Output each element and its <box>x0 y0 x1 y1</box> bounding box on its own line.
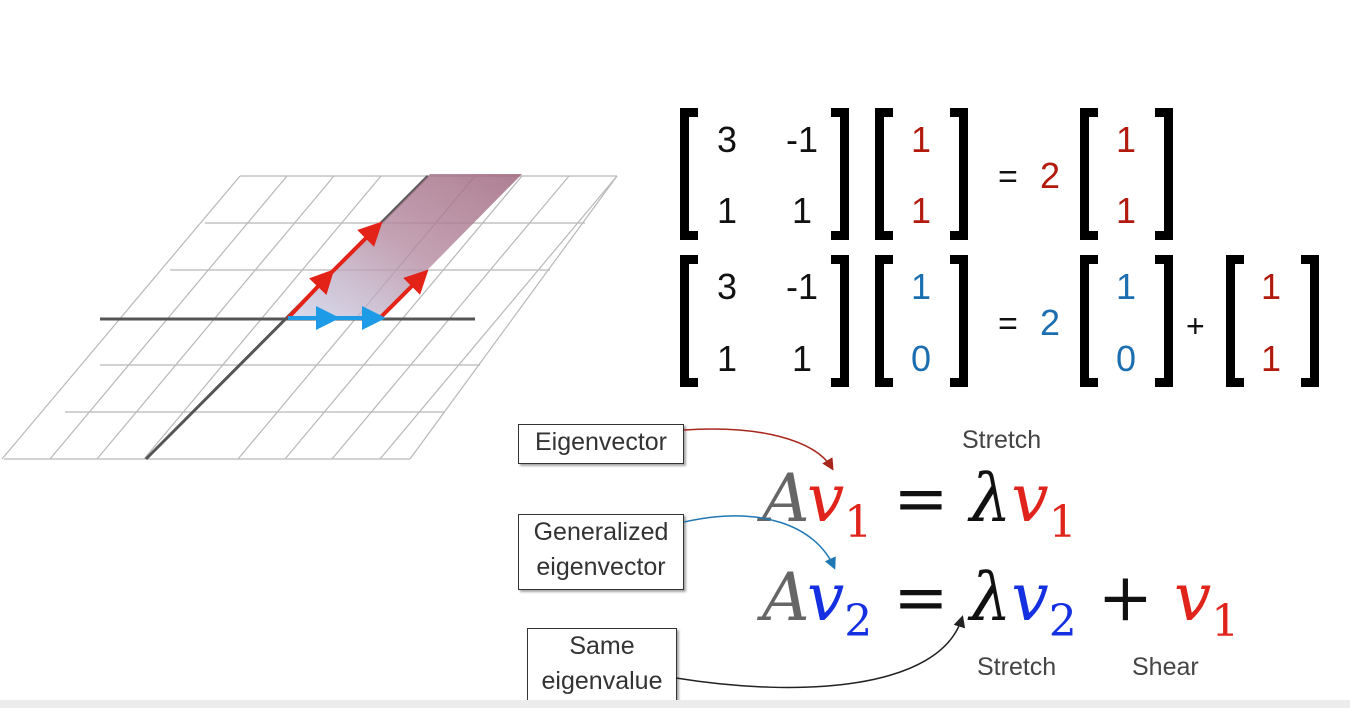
eq2-v1: v1 <box>1174 559 1240 647</box>
matrix-a12: -1 <box>785 119 818 160</box>
result-top: 1 <box>1115 266 1137 307</box>
scalar: 2 <box>1040 302 1061 343</box>
shear-label: Shear <box>1132 653 1199 681</box>
vector-right-bracket <box>950 255 968 387</box>
stretch-label-top: Stretch <box>962 426 1042 454</box>
matrix-a12: -1 <box>785 266 818 307</box>
scalar: 2 <box>1040 155 1061 196</box>
matrix-a22: 1 <box>791 338 813 379</box>
eq1-equals: = <box>893 460 949 537</box>
generalized-connector <box>683 515 836 570</box>
vector-bottom: 0 <box>910 338 932 379</box>
result-right-bracket <box>1155 255 1173 387</box>
eq2-equals: = <box>893 559 949 636</box>
vector-left-bracket <box>875 108 893 240</box>
result-left-bracket <box>1080 108 1098 240</box>
matrix-left-bracket <box>680 108 698 240</box>
eigenvector-label-text: Eigenvector <box>534 428 668 456</box>
extra-left-bracket <box>1226 255 1244 387</box>
eigen-equation-1: Av1 = λv1 <box>762 464 1077 545</box>
generalized-eigenvector-label: Generalized eigenvector <box>518 514 684 590</box>
eq2-lambda: λ <box>969 559 1012 636</box>
matrix-a11: 3 <box>716 266 738 307</box>
matrix-right-bracket <box>831 108 849 240</box>
same-eigenvalue-label: Same eigenvalue <box>527 628 677 704</box>
eq1-v: v1 <box>807 460 873 548</box>
matrix-right-bracket <box>831 255 849 387</box>
eq2-v-rhs: v2 <box>1011 559 1077 647</box>
eq2-plus: + <box>1097 559 1154 636</box>
vector-top: 1 <box>910 119 932 160</box>
extra-top: 1 <box>1260 266 1282 307</box>
eigenvector-label: Eigenvector <box>518 424 684 464</box>
equals-sign: = <box>998 305 1018 343</box>
result-left-bracket <box>1080 255 1098 387</box>
eq1-lambda: λ <box>969 460 1012 537</box>
generalized-label-line2: eigenvector <box>536 553 666 581</box>
vector-left-bracket <box>875 255 893 387</box>
extra-right-bracket <box>1301 255 1319 387</box>
matrix-left-bracket <box>680 255 698 387</box>
result-top: 1 <box>1115 119 1137 160</box>
matrix-a22: 1 <box>791 190 813 231</box>
same-eigenvalue-connector <box>675 615 966 689</box>
matrix-a21: 1 <box>716 190 738 231</box>
sheared-plane <box>288 174 522 318</box>
red-arrows <box>286 221 429 320</box>
result-right-bracket <box>1155 108 1173 240</box>
eigenvector-connector <box>683 428 834 471</box>
same-label-line2: eigenvalue <box>541 667 663 695</box>
vector-bottom: 1 <box>910 190 932 231</box>
generalized-label-line1: Generalized <box>533 518 669 546</box>
shear-grid-illustration <box>1 174 618 461</box>
extra-bottom: 1 <box>1260 338 1282 379</box>
eq2-A: A <box>762 559 807 636</box>
matrix-a21: 1 <box>716 338 738 379</box>
equals-sign: = <box>998 158 1018 196</box>
eq1-v-rhs: v1 <box>1011 460 1077 548</box>
result-bottom: 1 <box>1115 190 1137 231</box>
result-bottom: 0 <box>1115 338 1137 379</box>
bottom-bar <box>0 700 1350 708</box>
stretch-label-bottom: Stretch <box>977 653 1057 681</box>
vector-top: 1 <box>910 266 932 307</box>
eq2-v: v2 <box>807 559 873 647</box>
same-label-line1: Same <box>569 632 635 660</box>
plus-sign: + <box>1186 308 1205 344</box>
vector-right-bracket <box>950 108 968 240</box>
eq1-A: A <box>762 460 807 537</box>
eigen-equation-2: Av2 = λv2 + v1 <box>762 563 1239 644</box>
matrix-a11: 3 <box>716 119 738 160</box>
